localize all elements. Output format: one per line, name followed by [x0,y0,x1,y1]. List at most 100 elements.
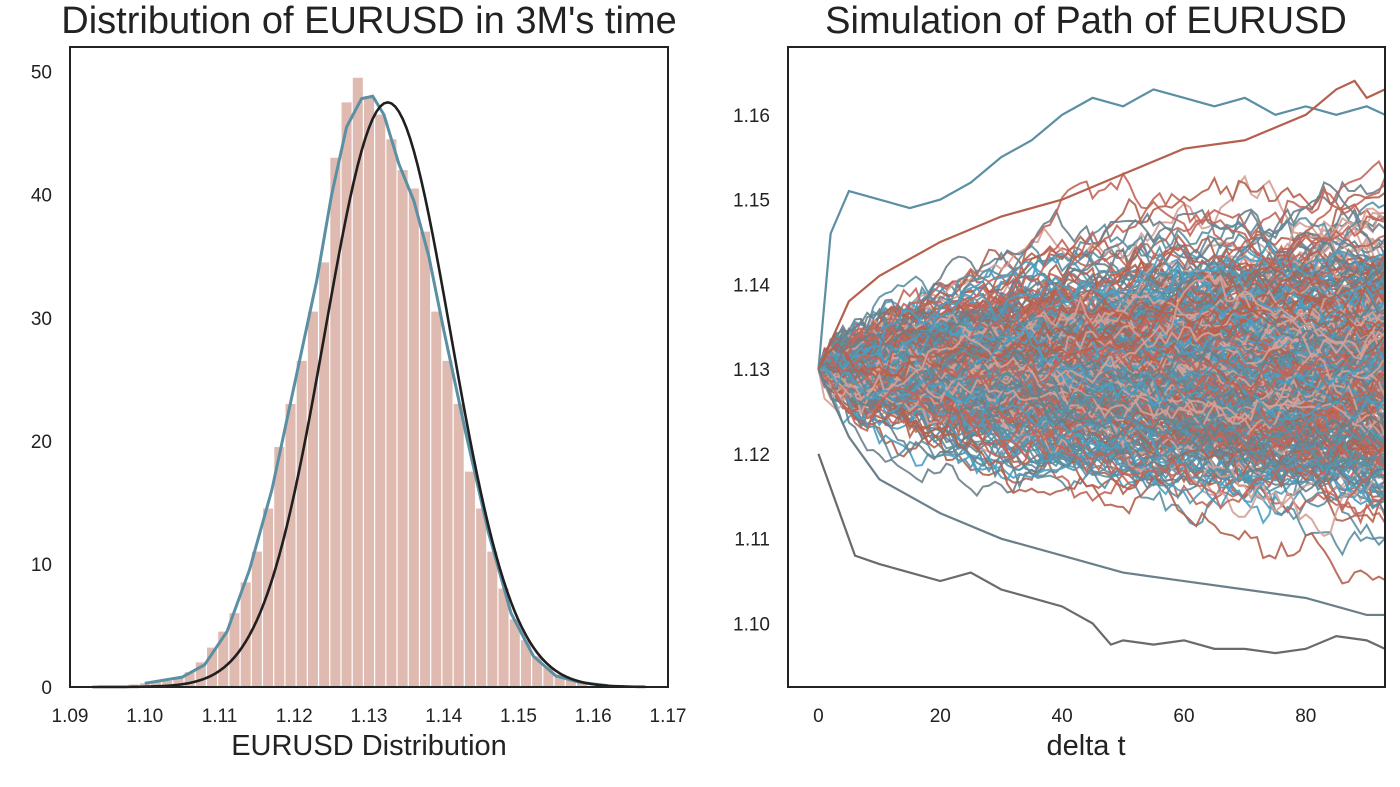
histogram-bar [487,551,498,687]
simulated-path [817,273,1385,400]
simulated-path [818,233,1385,381]
simulated-path [818,310,1385,402]
x-tick-label: 1.11 [202,706,238,727]
y-tick-label: 1.11 [734,530,770,551]
simulation-chart: Simulation of Path of EURUSD 0 20 40 60 80 1… [733,0,1386,762]
histogram-bar [453,403,464,687]
histogram-bar [577,683,588,687]
simulated-path [817,327,1385,418]
histogram-bar [532,656,543,687]
simulated-path [817,215,1385,370]
x-tick-label: 1.13 [351,706,388,727]
histogram-bar [240,582,251,687]
x-tick-label: 60 [1173,706,1194,727]
outlier-path [817,88,1385,370]
histogram-bar [307,311,318,687]
simulated-path [818,252,1385,371]
x-tick-label: 0 [813,706,824,727]
y-tick-label: 1.14 [733,275,770,296]
histogram-bar [375,114,386,687]
simulation-y-ticks: 1.10 1.11 1.12 1.13 1.14 1.15 1.16 [733,106,770,636]
histogram-bar [341,102,352,687]
y-tick-label: 20 [31,432,52,453]
histogram-bar [285,403,296,687]
x-tick-label: 1.17 [650,706,687,727]
distribution-chart-title: Distribution of EURUSD in 3M's time [61,0,676,42]
kde-curve [144,94,609,688]
simulated-path [817,277,1385,382]
simulated-path [817,368,1385,471]
simulation-x-axis-label: delta t [1047,730,1126,762]
y-tick-label: 0 [41,678,52,699]
histogram-bar [352,77,363,688]
histogram-bar [509,619,520,687]
y-tick-label: 10 [31,555,52,576]
simulated-path [817,352,1385,430]
density-lines [92,94,646,689]
histogram-bar [408,188,419,688]
simulation-chart-title: Simulation of Path of EURUSD [825,0,1347,42]
simulated-path [818,326,1385,420]
histogram-bar [464,471,475,687]
outlier-path [817,453,1385,655]
histogram-bars [128,77,588,688]
outlier-path [817,79,1385,370]
simulated-path [817,328,1385,409]
x-tick-label: 1.09 [52,706,89,727]
x-tick-label: 1.12 [276,706,313,727]
histogram-bar [554,674,565,687]
simulated-path [818,250,1385,392]
histogram-bar [442,360,453,687]
histogram-bar [543,667,554,687]
histogram-bar [195,662,206,687]
simulated-path [817,310,1385,380]
simulated-path [817,177,1385,370]
distribution-x-ticks: 1.09 1.10 1.11 1.12 1.13 1.14 1.15 1.16 1.17 [52,706,687,727]
simulated-paths [817,79,1385,655]
histogram-bar [229,613,240,687]
x-tick-label: 20 [930,706,951,727]
y-tick-label: 1.12 [733,445,770,466]
histogram-bar [420,231,431,687]
simulated-path [817,361,1385,585]
y-tick-label: 30 [31,309,52,330]
outlier-path [817,368,1385,617]
histogram-bar [386,139,397,688]
histogram-bar [150,682,161,687]
simulated-path [817,368,1385,493]
histogram-bar [397,170,408,688]
simulated-path [818,293,1385,390]
normal-fit-curve [92,101,646,689]
simulation-plot-frame [787,46,1386,688]
histogram-bar [207,647,218,687]
simulated-path [818,348,1385,456]
simulated-path [817,368,1385,514]
histogram-bar [363,96,375,687]
x-tick-label: 1.10 [126,706,163,727]
y-tick-label: 50 [31,63,52,84]
distribution-y-ticks: 0 10 20 30 40 50 [31,63,52,699]
histogram-bar [319,262,330,687]
histogram-bar [173,677,184,687]
x-tick-label: 40 [1052,706,1073,727]
distribution-plot-frame [69,46,669,688]
distribution-x-axis-label: EURUSD Distribution [231,730,507,762]
y-tick-label: 40 [31,186,52,207]
histogram-bar [162,680,173,687]
x-tick-label: 1.14 [425,706,462,727]
histogram-bar [565,679,576,687]
x-tick-label: 1.15 [500,706,537,727]
y-tick-label: 1.15 [733,191,770,212]
simulated-path [817,348,1385,459]
simulated-path [817,300,1385,382]
simulated-path [818,355,1385,464]
y-tick-label: 1.16 [733,106,770,127]
y-tick-label: 1.10 [733,614,770,635]
simulation-x-ticks: 0 20 40 60 80 [813,706,1316,727]
histogram-bar [476,508,487,687]
histogram-bar [218,631,229,687]
simulated-path [817,345,1385,433]
histogram-bar [431,311,442,687]
histogram-bar [274,447,285,687]
